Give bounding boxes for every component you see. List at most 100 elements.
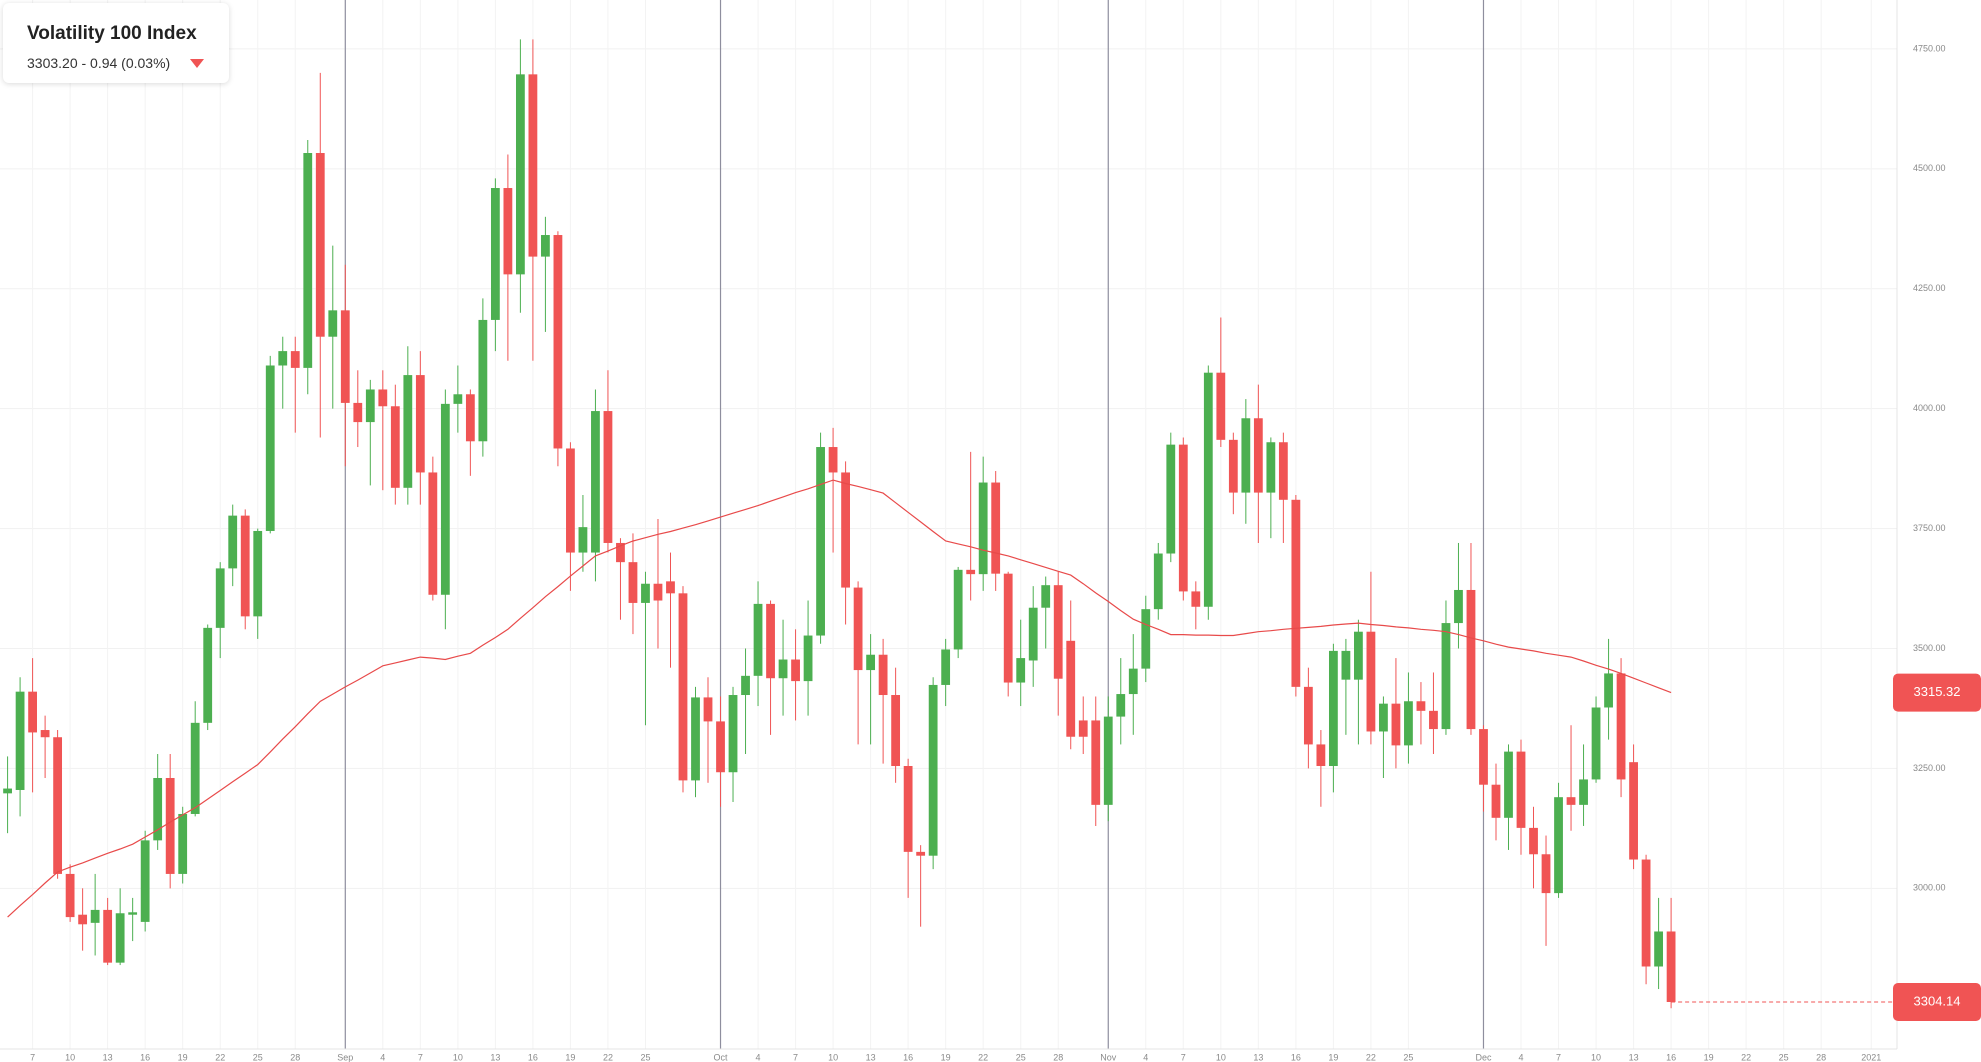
candle-body xyxy=(1066,640,1076,737)
x-tick-label: 4 xyxy=(1143,1052,1148,1062)
candle-body xyxy=(666,581,675,594)
candle-body xyxy=(403,375,413,488)
x-tick-label: 13 xyxy=(103,1052,113,1062)
candle-body xyxy=(841,472,850,588)
last-price-tag: 3304.14 xyxy=(1914,993,1961,1008)
down-indicator xyxy=(190,59,204,68)
y-tick-label: 4500.00 xyxy=(1913,163,1946,173)
x-tick-label: 7 xyxy=(30,1052,35,1062)
x-tick-label: 13 xyxy=(1253,1052,1263,1062)
x-tick-label: Sep xyxy=(337,1052,353,1062)
x-tick-label: 19 xyxy=(178,1052,188,1062)
candle-body xyxy=(340,310,350,403)
candle-body xyxy=(928,684,938,856)
candle-body xyxy=(1053,585,1063,679)
y-tick-label: 3250.00 xyxy=(1913,763,1946,773)
x-tick-label: 25 xyxy=(1779,1052,1789,1062)
candle-body xyxy=(891,695,901,767)
x-tick-label: 13 xyxy=(490,1052,500,1062)
x-tick-label: 19 xyxy=(1328,1052,1338,1062)
candle-body xyxy=(803,635,813,682)
x-tick-label: 22 xyxy=(603,1052,613,1062)
x-tick-label: 7 xyxy=(793,1052,798,1062)
y-tick-label: 4750.00 xyxy=(1913,43,1946,53)
x-tick-label: 10 xyxy=(1591,1052,1601,1062)
candle-body xyxy=(115,913,125,963)
candle-body xyxy=(40,730,50,738)
x-tick-label: 25 xyxy=(1403,1052,1413,1062)
candle-body xyxy=(1128,668,1138,695)
y-tick-label: 3750.00 xyxy=(1913,523,1946,533)
candle-body xyxy=(165,777,175,874)
x-tick-label: 25 xyxy=(1016,1052,1026,1062)
x-tick-label: 16 xyxy=(140,1052,150,1062)
candle-body xyxy=(678,593,688,781)
candle-body xyxy=(941,649,951,685)
candle-body xyxy=(716,721,725,773)
candle-body xyxy=(1566,797,1576,805)
x-tick-label: 28 xyxy=(290,1052,300,1062)
x-tick-label: 22 xyxy=(1741,1052,1751,1062)
candle-body xyxy=(253,530,263,617)
candle-body xyxy=(1666,931,1676,1002)
candle-body xyxy=(766,603,775,679)
header-card: Volatility 100 Index 3303.20 - 0.94 (0.0… xyxy=(3,3,229,83)
x-tick-label: 4 xyxy=(756,1052,761,1062)
candle-body xyxy=(653,583,663,601)
candle-body xyxy=(415,375,425,473)
x-tick-label: 7 xyxy=(1556,1052,1561,1062)
x-tick-label: 10 xyxy=(453,1052,463,1062)
candle-body xyxy=(1316,744,1326,767)
candle-body xyxy=(128,912,138,915)
candle-body xyxy=(1028,607,1038,661)
candle-body xyxy=(515,74,525,275)
candle-body xyxy=(1454,589,1463,624)
candle-body xyxy=(741,675,750,696)
candle-body xyxy=(1391,703,1401,746)
candle-body xyxy=(428,472,438,595)
candle-body xyxy=(90,909,100,923)
candle-body xyxy=(1216,372,1226,440)
x-tick-label: 10 xyxy=(1216,1052,1226,1062)
candle-body xyxy=(916,851,926,856)
candle-body xyxy=(240,515,250,617)
x-tick-label: 22 xyxy=(978,1052,988,1062)
candle-body xyxy=(315,153,325,337)
x-tick-label: 28 xyxy=(1816,1052,1826,1062)
candle-body xyxy=(1579,779,1588,805)
candle-body xyxy=(1591,707,1601,780)
candle-body xyxy=(1404,701,1413,746)
moving-average xyxy=(7,479,1672,918)
last-price-tag-bg xyxy=(1893,982,1981,1021)
candle-body xyxy=(140,840,150,922)
candle-body xyxy=(1466,589,1476,730)
candle-body xyxy=(1328,650,1338,767)
candle-body xyxy=(966,569,976,575)
candle-body xyxy=(641,583,650,603)
candle-body xyxy=(1153,553,1163,610)
candle-body xyxy=(303,153,313,368)
candle-body xyxy=(1141,609,1151,669)
candle-body xyxy=(1241,418,1251,493)
candle-body xyxy=(265,365,275,531)
y-tick-label: 4250.00 xyxy=(1913,283,1946,293)
chart-subtitle: 3303.20 - 0.94 (0.03%) xyxy=(27,55,171,71)
candle-body xyxy=(978,482,988,575)
candle-body xyxy=(703,697,713,722)
candle-body xyxy=(903,766,913,852)
candle-body xyxy=(1491,784,1501,818)
x-tick-label: 28 xyxy=(1053,1052,1063,1062)
candle-body xyxy=(1554,797,1563,894)
y-tick-label: 4000.00 xyxy=(1913,403,1946,413)
x-tick-label: 25 xyxy=(253,1052,263,1062)
candle-body xyxy=(278,351,288,366)
candle-body xyxy=(853,587,863,671)
x-tick-label: 19 xyxy=(941,1052,951,1062)
x-tick-label: 7 xyxy=(418,1052,423,1062)
candle-body xyxy=(578,527,588,553)
candle-body xyxy=(628,562,638,603)
candle-body xyxy=(1291,499,1301,687)
x-tick-label: 13 xyxy=(866,1052,876,1062)
